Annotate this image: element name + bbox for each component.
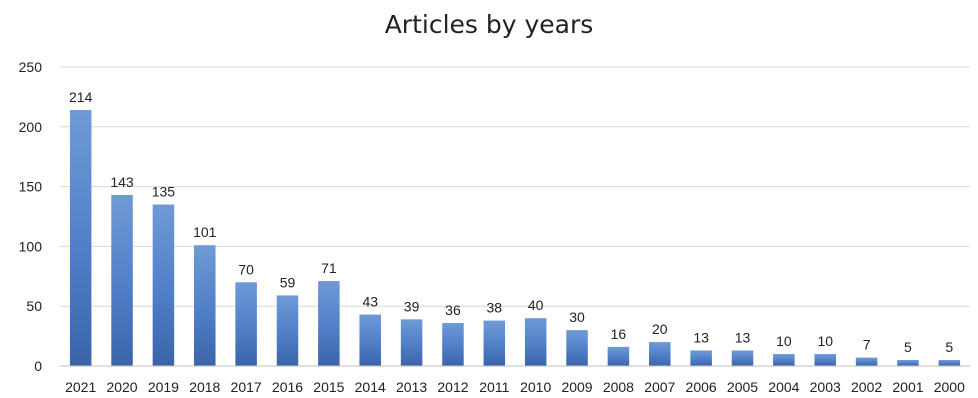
y-tick-label: 250 — [19, 59, 43, 75]
bar-2014 — [359, 314, 381, 366]
x-tick-label-2004: 2004 — [768, 379, 799, 395]
x-tick-label-2008: 2008 — [603, 379, 634, 395]
data-label-2009: 30 — [569, 309, 585, 325]
bar-2019 — [152, 204, 175, 366]
bar-2012 — [442, 322, 464, 366]
data-label-2008: 16 — [611, 326, 627, 342]
x-tick-label-2020: 2020 — [106, 379, 137, 395]
labels-layer: 214 143 135 101 70 59 71 43 39 36 38 40 30 16 20 13 13 10… — [69, 89, 953, 355]
x-tick-label-2009: 2009 — [561, 379, 592, 395]
bar-2018 — [194, 245, 216, 366]
data-label-2014: 43 — [362, 294, 378, 310]
y-tick-label: 50 — [26, 298, 42, 314]
data-label-2020: 143 — [110, 174, 134, 190]
bar-2010 — [524, 318, 547, 366]
data-label-2002: 7 — [863, 337, 871, 353]
bar-2001 — [897, 360, 919, 366]
data-label-2015: 71 — [321, 260, 337, 276]
bar-2000 — [938, 360, 961, 366]
bar-2005 — [731, 350, 754, 366]
data-label-2007: 20 — [652, 321, 668, 337]
data-label-2018: 101 — [193, 224, 217, 240]
y-tick-label: 200 — [19, 119, 43, 135]
data-label-2019: 135 — [152, 184, 176, 200]
x-tick-label-2014: 2014 — [355, 379, 386, 395]
x-tick-label-2005: 2005 — [727, 379, 758, 395]
data-label-2012: 36 — [445, 302, 461, 318]
bar-2003 — [814, 354, 836, 366]
bar-2015 — [318, 281, 340, 366]
bar-2011 — [483, 320, 506, 366]
data-label-2006: 13 — [693, 329, 709, 345]
bar-2021 — [69, 110, 92, 366]
x-tick-label-2021: 2021 — [65, 379, 96, 395]
x-tick-label-2018: 2018 — [189, 379, 220, 395]
x-tick-label-2012: 2012 — [437, 379, 468, 395]
bar-2007 — [649, 342, 671, 366]
data-label-2005: 13 — [735, 329, 751, 345]
x-tick-label-2002: 2002 — [851, 379, 882, 395]
data-label-2004: 10 — [776, 333, 792, 349]
y-tick-label: 0 — [34, 358, 42, 374]
bar-2004 — [773, 354, 795, 366]
data-label-2000: 5 — [945, 339, 953, 355]
bars-layer — [69, 110, 961, 366]
bar-2008 — [607, 346, 630, 366]
data-label-2003: 10 — [817, 333, 833, 349]
x-tick-label-2006: 2006 — [686, 379, 717, 395]
chart-title: Articles by years — [384, 10, 594, 39]
bar-2009 — [566, 330, 588, 366]
data-label-2001: 5 — [904, 339, 912, 355]
bar-2017 — [235, 282, 257, 366]
x-tick-label-2001: 2001 — [892, 379, 923, 395]
x-tick-label-2003: 2003 — [810, 379, 841, 395]
bar-2013 — [400, 319, 423, 366]
data-label-2016: 59 — [280, 274, 296, 290]
bar-2016 — [276, 295, 299, 366]
y-tick-label: 100 — [19, 238, 43, 254]
data-label-2011: 38 — [487, 300, 503, 316]
x-tick-label-2016: 2016 — [272, 379, 303, 395]
x-tick-label-2000: 2000 — [934, 379, 965, 395]
x-tick-label-2011: 2011 — [479, 379, 509, 395]
x-tick-label-2007: 2007 — [644, 379, 675, 395]
data-label-2017: 70 — [238, 261, 254, 277]
x-tick-label-2015: 2015 — [313, 379, 344, 395]
x-tick-label-2010: 2010 — [520, 379, 551, 395]
x-tick-label-2019: 2019 — [148, 379, 179, 395]
bar-2002 — [855, 357, 878, 366]
x-tick-label-2017: 2017 — [231, 379, 262, 395]
data-label-2021: 214 — [69, 89, 93, 105]
x-tick-label-2013: 2013 — [396, 379, 427, 395]
bar-2006 — [690, 350, 712, 366]
y-tick-label: 150 — [19, 179, 43, 195]
bar-2020 — [111, 194, 133, 366]
data-label-2010: 40 — [528, 297, 544, 313]
data-label-2013: 39 — [404, 298, 420, 314]
